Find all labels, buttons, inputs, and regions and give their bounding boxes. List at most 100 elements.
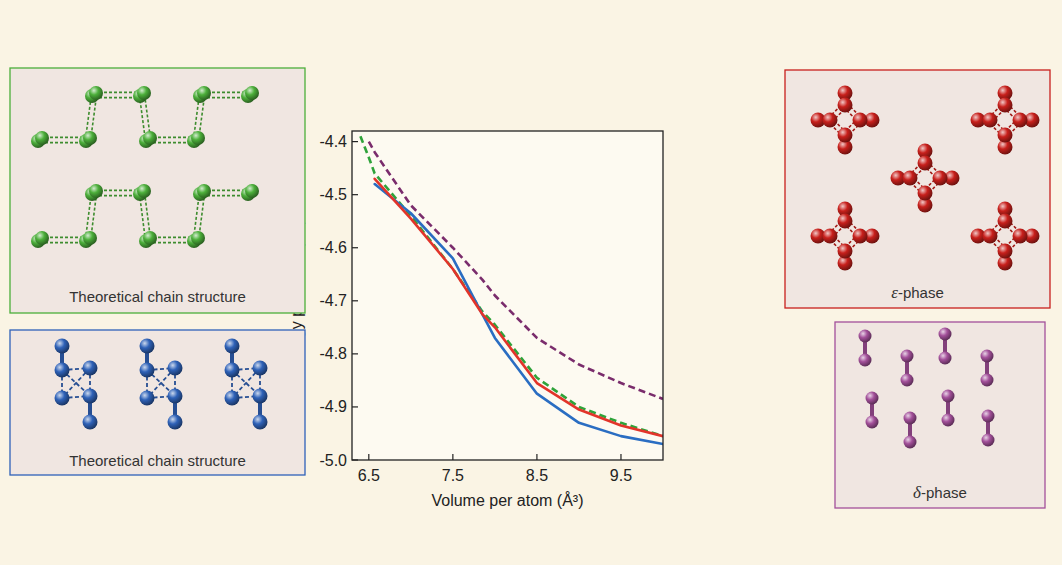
x-tick-label: 9.5 <box>610 467 632 484</box>
atom <box>866 416 879 429</box>
series-line <box>375 184 663 444</box>
panel-box <box>785 70 1050 308</box>
atom <box>83 389 98 404</box>
atom <box>853 229 868 244</box>
atom <box>981 350 994 363</box>
x-tick-label: 6.5 <box>358 467 380 484</box>
y-tick-label: -4.5 <box>319 186 347 203</box>
atom <box>253 361 268 376</box>
atom <box>83 231 97 245</box>
panel-label: Theoretical chain structure <box>69 288 246 305</box>
structure-panel: Theoretical chain structure <box>10 68 305 313</box>
panel-label: δ-phase <box>913 483 967 502</box>
panel-box <box>10 330 305 475</box>
figure: 6.57.58.59.5-4.4-4.5-4.6-4.7-4.8-4.9-5.0… <box>0 0 1062 565</box>
atom <box>904 412 917 425</box>
atom <box>942 390 955 403</box>
atom <box>998 128 1013 143</box>
atom <box>83 415 98 430</box>
atom <box>998 244 1013 259</box>
atom <box>998 98 1013 113</box>
series-line <box>369 142 663 399</box>
atom <box>1013 229 1028 244</box>
structure-panel: Theoretical chain structure <box>10 330 305 475</box>
atom <box>191 131 205 145</box>
x-tick <box>536 454 537 460</box>
atom <box>933 171 948 186</box>
atom <box>168 415 183 430</box>
atom <box>197 86 211 100</box>
atom <box>143 231 157 245</box>
atom <box>143 131 157 145</box>
atom <box>35 131 49 145</box>
atom <box>55 339 70 354</box>
x-tick <box>620 454 621 460</box>
y-tick <box>352 406 358 407</box>
atom <box>859 330 872 343</box>
structure-panel: ε-phase <box>785 70 1050 308</box>
x-tick <box>368 454 369 460</box>
atom <box>853 113 868 128</box>
atom <box>137 86 151 100</box>
y-tick <box>352 247 358 248</box>
atom <box>866 392 879 405</box>
x-tick-label: 7.5 <box>442 467 464 484</box>
y-tick-label: -5.0 <box>319 452 347 469</box>
structure-panel: δ-phase <box>835 322 1045 508</box>
atom <box>89 86 103 100</box>
atom <box>83 131 97 145</box>
atom <box>939 328 952 341</box>
panel-box <box>835 322 1045 508</box>
atom <box>982 434 995 447</box>
atom <box>998 214 1013 229</box>
y-tick <box>352 353 358 354</box>
y-tick-label: -4.4 <box>319 133 347 150</box>
atom <box>901 374 914 387</box>
panel-label: ε-phase <box>891 283 944 302</box>
x-tick-label: 8.5 <box>526 467 548 484</box>
atom <box>253 415 268 430</box>
atom <box>838 244 853 259</box>
atom <box>168 389 183 404</box>
atom <box>35 231 49 245</box>
atom <box>859 354 872 367</box>
atom <box>253 389 268 404</box>
ticks: 6.57.58.59.5-4.4-4.5-4.6-4.7-4.8-4.9-5.0 <box>319 133 632 484</box>
y-tick <box>352 194 358 195</box>
atom <box>838 98 853 113</box>
atom <box>225 363 240 378</box>
y-tick-label: -4.7 <box>319 292 347 309</box>
atom <box>823 229 838 244</box>
series-line <box>375 179 663 436</box>
plot-frame <box>352 131 663 460</box>
atom <box>191 231 205 245</box>
atom <box>918 186 933 201</box>
atom <box>225 339 240 354</box>
atom <box>939 352 952 365</box>
atom <box>982 410 995 423</box>
atom <box>168 361 183 376</box>
atom <box>838 128 853 143</box>
atom <box>983 229 998 244</box>
atom <box>55 363 70 378</box>
label-part: -phase <box>921 484 967 501</box>
y-tick <box>352 141 358 142</box>
atom <box>901 350 914 363</box>
series-line <box>360 136 663 436</box>
lines <box>360 136 663 444</box>
y-tick-label: -4.9 <box>319 398 347 415</box>
plot-background <box>352 131 663 460</box>
atom <box>981 374 994 387</box>
atom <box>983 113 998 128</box>
atom <box>904 436 917 449</box>
atom <box>140 391 155 406</box>
panel-box <box>10 68 305 313</box>
atom <box>918 156 933 171</box>
atom <box>140 339 155 354</box>
label-part: -phase <box>898 284 944 301</box>
x-axis-title: Volume per atom (Å³) <box>431 491 583 509</box>
atom <box>83 361 98 376</box>
y-tick-label: -4.6 <box>319 239 347 256</box>
atom <box>838 214 853 229</box>
atom <box>245 184 259 198</box>
